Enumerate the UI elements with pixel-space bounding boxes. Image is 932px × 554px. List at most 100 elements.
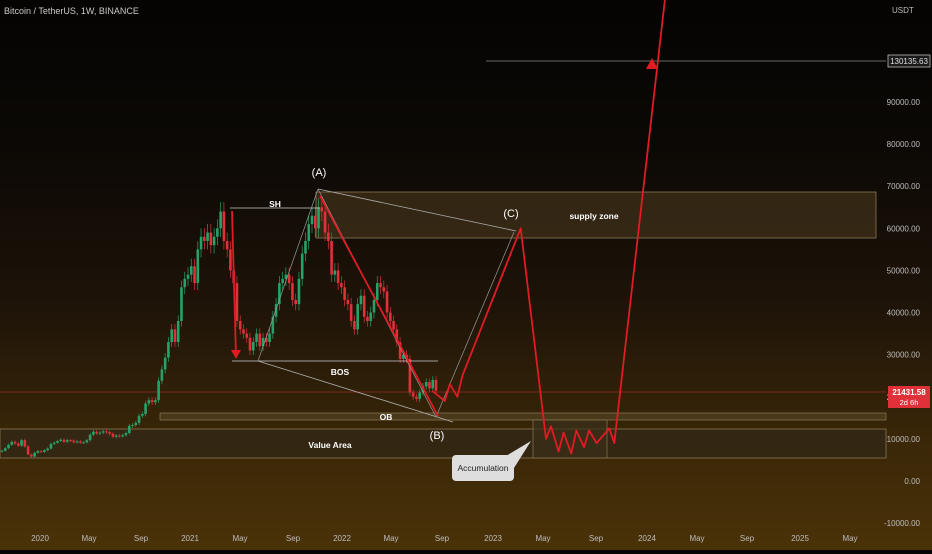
- candle: [85, 440, 89, 443]
- candle: [52, 442, 56, 444]
- candle: [26, 446, 30, 455]
- candle: [173, 329, 177, 343]
- candlestick-series: [0, 197, 438, 458]
- candle: [20, 440, 23, 446]
- candle: [154, 400, 157, 403]
- candle: [137, 415, 141, 423]
- candle: [105, 431, 108, 433]
- y-tick-label: 30000.00: [887, 351, 921, 360]
- candle: [95, 431, 98, 434]
- candle: [271, 316, 275, 334]
- candle: [431, 379, 435, 389]
- x-tick-label: Sep: [286, 534, 301, 543]
- candle: [235, 283, 239, 321]
- candle: [203, 236, 206, 241]
- current-price-badge[interactable]: [888, 386, 930, 408]
- wave-label-a: (A): [312, 167, 327, 179]
- price-unit-label: USDT: [892, 6, 914, 15]
- candle: [297, 278, 301, 305]
- x-tick-label: May: [842, 534, 857, 543]
- candle: [183, 278, 187, 288]
- y-tick-label: 50000.00: [887, 266, 921, 275]
- candle: [79, 441, 82, 443]
- candle: [3, 448, 7, 451]
- candle: [382, 287, 386, 292]
- supply-zone-label: supply zone: [569, 211, 618, 221]
- candle: [372, 299, 376, 313]
- candle: [134, 422, 138, 425]
- candle: [307, 224, 311, 241]
- candle: [353, 320, 356, 330]
- drop-arrow-2: [319, 195, 439, 417]
- accumulation-callout-box: [452, 455, 514, 481]
- y-tick-label: 40000.00: [887, 309, 921, 318]
- candle: [114, 435, 118, 437]
- value-area-box[interactable]: [0, 428, 887, 459]
- candle: [131, 424, 134, 426]
- candle: [170, 329, 173, 343]
- candle: [88, 434, 92, 441]
- forecast-arrow-head: [646, 58, 658, 69]
- candle: [157, 380, 160, 401]
- candle: [180, 287, 183, 321]
- candle: [69, 440, 72, 442]
- candle: [127, 425, 131, 433]
- candle: [411, 392, 415, 397]
- candle: [56, 440, 59, 443]
- supply-zone-box[interactable]: [315, 191, 877, 239]
- target-price-badge[interactable]: [887, 54, 931, 68]
- candle: [333, 270, 337, 275]
- candle: [196, 249, 200, 284]
- candle: [349, 304, 353, 321]
- candle: [7, 444, 10, 449]
- x-tick-label: 2020: [31, 534, 49, 543]
- candle: [163, 357, 167, 370]
- accumulation-callout[interactable]: Accumulation: [452, 441, 531, 481]
- candle: [330, 240, 333, 275]
- y-tick-label: 10000.00: [887, 435, 921, 444]
- candle: [242, 329, 245, 334]
- candle: [229, 249, 232, 271]
- candle: [150, 400, 154, 403]
- candle: [43, 450, 46, 452]
- candle: [392, 320, 395, 330]
- candle: [101, 431, 105, 433]
- chart-title: Bitcoin / TetherUS, 1W, BINANCE: [4, 6, 139, 16]
- candle: [327, 232, 330, 241]
- candle: [82, 442, 85, 444]
- candle: [62, 439, 66, 442]
- x-tick-label: 2024: [638, 534, 656, 543]
- value-area-label: Value Area: [308, 440, 351, 450]
- candle: [408, 358, 412, 393]
- x-axis: 2020 May Sep 2021 May Sep 2022 May Sep 2023 May Sep…: [31, 534, 857, 543]
- candle: [176, 320, 180, 343]
- candle: [375, 283, 379, 300]
- candle: [424, 382, 428, 387]
- candle: [206, 232, 209, 241]
- candle: [278, 283, 281, 305]
- y-tick-label: 60000.00: [887, 224, 921, 233]
- candle: [366, 316, 369, 321]
- candle: [251, 342, 255, 351]
- sh-label: SH: [269, 199, 281, 209]
- candle: [65, 440, 69, 442]
- wave-label-b: (B): [430, 430, 445, 442]
- candle: [225, 240, 229, 250]
- candle: [248, 337, 252, 351]
- candle: [317, 207, 320, 229]
- x-tick-label: Sep: [435, 534, 450, 543]
- candle: [434, 379, 438, 391]
- candle: [189, 266, 193, 275]
- candle: [111, 433, 115, 437]
- accumulation-callout-label: Accumulation: [457, 463, 508, 473]
- y-tick-label: -10000.00: [884, 519, 921, 528]
- bos-label: BOS: [331, 367, 350, 377]
- candle: [118, 435, 121, 437]
- candle: [291, 283, 294, 300]
- x-tick-label: 2022: [333, 534, 351, 543]
- ob-zone-box[interactable]: [159, 412, 887, 421]
- candle: [36, 451, 40, 453]
- candle: [13, 441, 17, 444]
